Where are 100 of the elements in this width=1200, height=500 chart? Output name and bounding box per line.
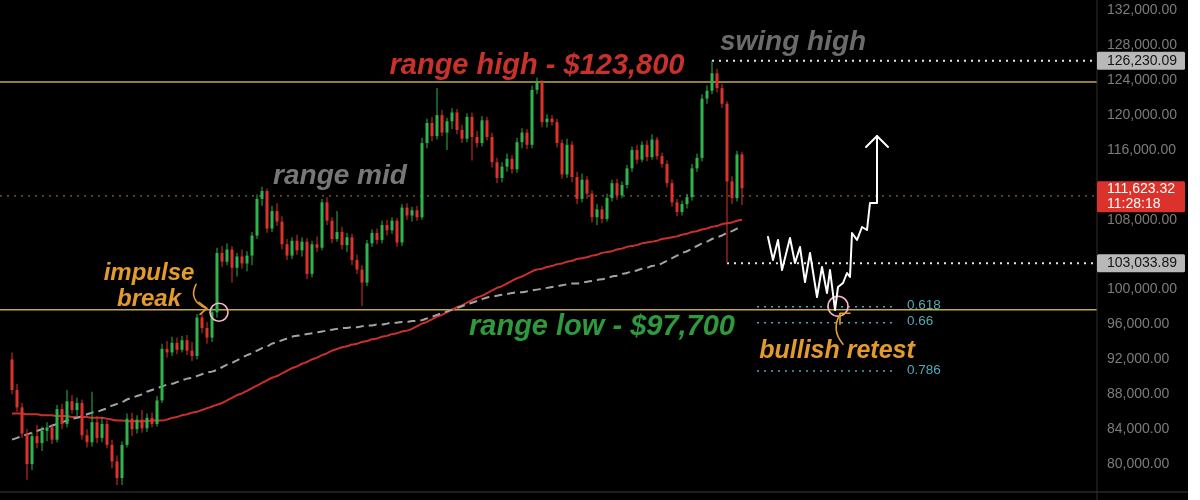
candlestick bbox=[415, 205, 419, 222]
candlestick bbox=[270, 205, 274, 233]
candlestick bbox=[345, 232, 349, 253]
candlestick bbox=[100, 416, 104, 443]
candlestick bbox=[235, 252, 239, 278]
text: 11:28:18 bbox=[1107, 194, 1161, 211]
candlestick bbox=[325, 196, 329, 226]
candlestick bbox=[200, 311, 204, 334]
candlestick bbox=[595, 203, 599, 226]
candlestick bbox=[280, 215, 284, 250]
candlestick bbox=[250, 231, 254, 266]
candlestick bbox=[580, 173, 584, 203]
candlestick bbox=[50, 423, 54, 445]
candlestick bbox=[445, 117, 449, 151]
candlestick bbox=[360, 264, 364, 307]
candlestick bbox=[90, 391, 94, 448]
candlestick bbox=[720, 83, 724, 109]
ref-line-label: range high - $123,800 bbox=[389, 48, 685, 80]
candlestick bbox=[625, 164, 629, 189]
candlestick bbox=[135, 414, 139, 435]
candlestick bbox=[315, 235, 319, 253]
ref-line-label: range mid bbox=[273, 158, 408, 190]
y-tick-label: 100,000.00 bbox=[1107, 280, 1178, 297]
candlestick bbox=[495, 157, 499, 184]
candlestick bbox=[35, 424, 39, 449]
candlestick bbox=[670, 179, 674, 208]
candlestick bbox=[95, 415, 99, 444]
candlestick bbox=[340, 226, 344, 250]
candlestick bbox=[650, 133, 654, 161]
candlestick bbox=[45, 421, 49, 442]
candlestick bbox=[40, 426, 44, 452]
candlestick bbox=[485, 116, 489, 141]
candlestick bbox=[525, 128, 529, 150]
candlestick bbox=[480, 115, 484, 148]
candlestick bbox=[205, 321, 209, 345]
y-tick-label: 88,000.00 bbox=[1107, 385, 1170, 401]
y-tick-label: 96,000.00 bbox=[1107, 315, 1170, 332]
candlestick bbox=[505, 153, 509, 173]
candlestick bbox=[290, 236, 294, 260]
candlestick bbox=[640, 140, 644, 163]
candlestick bbox=[175, 337, 179, 355]
candlestick bbox=[375, 228, 379, 245]
candlestick bbox=[220, 245, 224, 268]
candlestick bbox=[425, 118, 429, 149]
candlestick bbox=[110, 439, 114, 469]
y-tick-label: 84,000.00 bbox=[1107, 419, 1170, 436]
annotation: bullish retest bbox=[759, 335, 917, 364]
candlestick bbox=[155, 395, 159, 428]
candlestick bbox=[295, 234, 299, 256]
candlestick bbox=[685, 193, 689, 209]
y-tick-label: 128,000.00 bbox=[1107, 36, 1178, 53]
candlestick bbox=[15, 383, 19, 413]
candlestick bbox=[75, 397, 79, 417]
candlestick bbox=[535, 77, 539, 95]
candlestick bbox=[430, 116, 434, 142]
candlestick bbox=[395, 217, 399, 248]
candlestick bbox=[185, 334, 189, 356]
y-tick-label: 92,000.00 bbox=[1107, 350, 1170, 367]
candlestick bbox=[455, 108, 459, 135]
candlestick bbox=[635, 144, 639, 165]
candlestick bbox=[590, 189, 594, 223]
y-tick-label: 108,000.00 bbox=[1107, 210, 1178, 227]
candlestick bbox=[520, 127, 524, 149]
ref-line-label: range low - $97,700 bbox=[469, 308, 735, 341]
candlestick bbox=[710, 60, 714, 95]
ref-line-label: 126,230.09 bbox=[1107, 51, 1178, 68]
candlestick bbox=[385, 219, 389, 237]
candlestick bbox=[115, 454, 119, 486]
candlestick bbox=[705, 84, 709, 105]
annotation: impulse break bbox=[103, 258, 195, 312]
candlestick bbox=[150, 412, 154, 428]
candlestick bbox=[85, 428, 89, 449]
candlestick bbox=[575, 171, 579, 205]
annotation: 0.66 bbox=[907, 313, 934, 329]
candlestick bbox=[550, 114, 554, 127]
candlestick bbox=[545, 113, 549, 128]
candlestick bbox=[300, 236, 304, 257]
y-tick-label: 120,000.00 bbox=[1107, 105, 1178, 122]
candlestick bbox=[350, 233, 354, 266]
candlestick bbox=[435, 87, 439, 141]
candlestick bbox=[645, 139, 649, 162]
candlestick bbox=[410, 206, 414, 223]
candlestick bbox=[695, 153, 699, 173]
candlestick bbox=[465, 112, 469, 143]
candlestick bbox=[145, 412, 149, 433]
candlestick bbox=[585, 175, 589, 200]
candlestick bbox=[665, 160, 669, 189]
candlestick bbox=[440, 109, 444, 137]
candlestick bbox=[260, 186, 264, 207]
candlestick bbox=[370, 228, 374, 248]
candlestick bbox=[555, 118, 559, 148]
y-tick-label: 80,000.00 bbox=[1107, 454, 1170, 471]
candlestick bbox=[470, 112, 474, 162]
text: 111,623.32 bbox=[1107, 179, 1176, 196]
candlestick bbox=[500, 161, 504, 183]
candlestick bbox=[510, 154, 514, 175]
candlestick bbox=[60, 403, 64, 430]
candlestick bbox=[460, 124, 464, 144]
candlestick bbox=[475, 130, 479, 148]
candlestick bbox=[615, 178, 619, 201]
